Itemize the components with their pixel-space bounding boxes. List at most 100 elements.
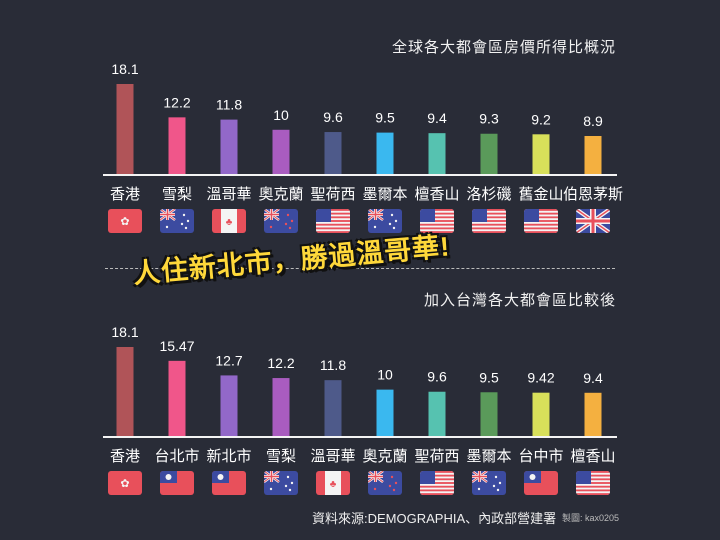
- bar: [532, 134, 550, 175]
- value-label: 8.9: [583, 113, 603, 129]
- value-label: 11.8: [320, 357, 346, 373]
- value-label: 12.2: [267, 355, 294, 371]
- category-label: 墨爾本: [362, 185, 407, 203]
- category-label: 香港: [110, 447, 140, 465]
- bar: [428, 391, 446, 437]
- value-label: 18.1: [111, 324, 138, 340]
- bar: [116, 347, 134, 437]
- bar-group: 12.7 新北市: [206, 352, 252, 495]
- category-label: 台北市: [154, 447, 199, 465]
- bar: [376, 132, 394, 175]
- bar-group: 9.2 舊金山: [518, 111, 564, 233]
- flag-au-icon: [264, 471, 298, 495]
- flag-uk-icon: [576, 209, 610, 233]
- bar-group: 15.47 台北市: [154, 338, 200, 495]
- bar-group: 11.8 溫哥華 ♣: [206, 97, 252, 233]
- divider-line: [105, 268, 615, 269]
- category-label: 溫哥華: [206, 185, 251, 203]
- svg-text:♣: ♣: [330, 479, 337, 490]
- bar: [324, 380, 342, 437]
- flag-us-icon: [316, 209, 350, 233]
- svg-text:♣: ♣: [226, 217, 233, 228]
- flag-ca-icon: ♣: [316, 471, 350, 495]
- bar-group: 9.3 洛杉磯: [466, 111, 512, 233]
- bar: [272, 378, 290, 437]
- bar-group: 9.6 聖荷西: [414, 369, 460, 495]
- value-label: 18.1: [111, 61, 138, 77]
- bar-group: 9.42 台中市: [518, 370, 564, 495]
- bar: [168, 117, 186, 175]
- bar: [220, 119, 238, 175]
- bar: [480, 392, 498, 437]
- category-label: 伯恩茅斯: [563, 185, 623, 203]
- bar-group: 9.5 墨爾本: [466, 369, 512, 495]
- category-label: 墨爾本: [466, 447, 511, 465]
- value-label: 10: [377, 367, 393, 383]
- bar: [324, 132, 342, 175]
- flag-tw-icon: [160, 471, 194, 495]
- value-label: 9.6: [427, 369, 447, 385]
- value-label: 9.2: [531, 111, 551, 127]
- svg-text:✿: ✿: [120, 216, 129, 228]
- category-label: 聖荷西: [310, 185, 355, 203]
- bar-chart-global: 18.1香港✿12.2雪梨11.8溫哥華♣10奧克蘭9.6聖荷西9.5墨爾本9.…: [103, 61, 623, 233]
- bar-group: 10 奧克蘭: [258, 107, 304, 233]
- value-label: 12.7: [215, 352, 242, 368]
- bar-group: 8.9 伯恩茅斯: [563, 113, 623, 233]
- flag-us-icon: [420, 471, 454, 495]
- flag-hk-icon: ✿: [108, 471, 142, 495]
- bar-group: 9.4 檀香山: [414, 110, 460, 233]
- source-note: 資料來源:DEMOGRAPHIA、內政部營建署: [312, 511, 557, 526]
- value-label: 9.42: [527, 370, 554, 386]
- bar-group: 12.2 雪梨: [160, 94, 194, 233]
- flag-nz-icon: [368, 471, 402, 495]
- category-label: 洛杉磯: [466, 185, 511, 203]
- value-label: 9.5: [375, 110, 395, 126]
- bar: [584, 136, 602, 175]
- value-label: 9.4: [427, 110, 447, 126]
- value-label: 9.4: [583, 370, 603, 386]
- category-label: 奧克蘭: [258, 185, 303, 203]
- bar-group: 10 奧克蘭: [362, 367, 408, 495]
- bar-group: 12.2 雪梨: [264, 355, 298, 495]
- credit-note: 製圖: kax0205: [562, 513, 620, 523]
- bar: [584, 392, 602, 437]
- flag-us-icon: [524, 209, 558, 233]
- value-label: 11.8: [216, 97, 242, 113]
- flag-au-icon: [368, 209, 402, 233]
- bar: [116, 84, 134, 175]
- value-label: 9.3: [479, 111, 499, 127]
- category-label: 檀香山: [570, 447, 615, 465]
- category-label: 檀香山: [414, 185, 459, 203]
- bar-chart-with-taiwan: 18.1 香港 ✿ 15.47 台北市 12.7 新北市 12.2 雪梨 11.8 溫哥華 ♣ 10 奧克…: [103, 324, 617, 495]
- category-label: 舊金山: [518, 185, 563, 203]
- bar-group: 9.6 聖荷西: [310, 109, 356, 233]
- flag-us-icon: [420, 209, 454, 233]
- bar: [532, 392, 550, 437]
- flag-hk-icon: ✿: [108, 209, 142, 233]
- flag-us-icon: [576, 471, 610, 495]
- bar-group: 9.4 檀香山: [570, 370, 616, 495]
- bar: [272, 129, 290, 175]
- bar: [428, 133, 446, 175]
- bar-group: 11.8 溫哥華 ♣: [310, 357, 356, 495]
- bar: [480, 133, 498, 175]
- category-label: 新北市: [206, 447, 251, 465]
- flag-au-icon: [472, 471, 506, 495]
- value-label: 15.47: [159, 338, 194, 354]
- bar: [168, 360, 186, 437]
- category-label: 香港: [110, 185, 140, 203]
- category-label: 台中市: [518, 447, 563, 465]
- chart-title-top: 全球各大都會區房價所得比概況: [391, 39, 616, 56]
- flag-au-icon: [160, 209, 194, 233]
- flag-us-icon: [472, 209, 506, 233]
- flag-tw-icon: [524, 471, 558, 495]
- category-label: 奧克蘭: [362, 447, 407, 465]
- flag-ca-icon: ♣: [212, 209, 246, 233]
- bar: [220, 375, 238, 437]
- value-label: 12.2: [163, 94, 190, 110]
- chart-title-bottom: 加入台灣各大都會區比較後: [423, 292, 616, 309]
- bar-group: 9.5 墨爾本: [362, 110, 408, 233]
- bar-group: 18.1 香港 ✿: [108, 61, 142, 233]
- category-label: 雪梨: [162, 185, 192, 203]
